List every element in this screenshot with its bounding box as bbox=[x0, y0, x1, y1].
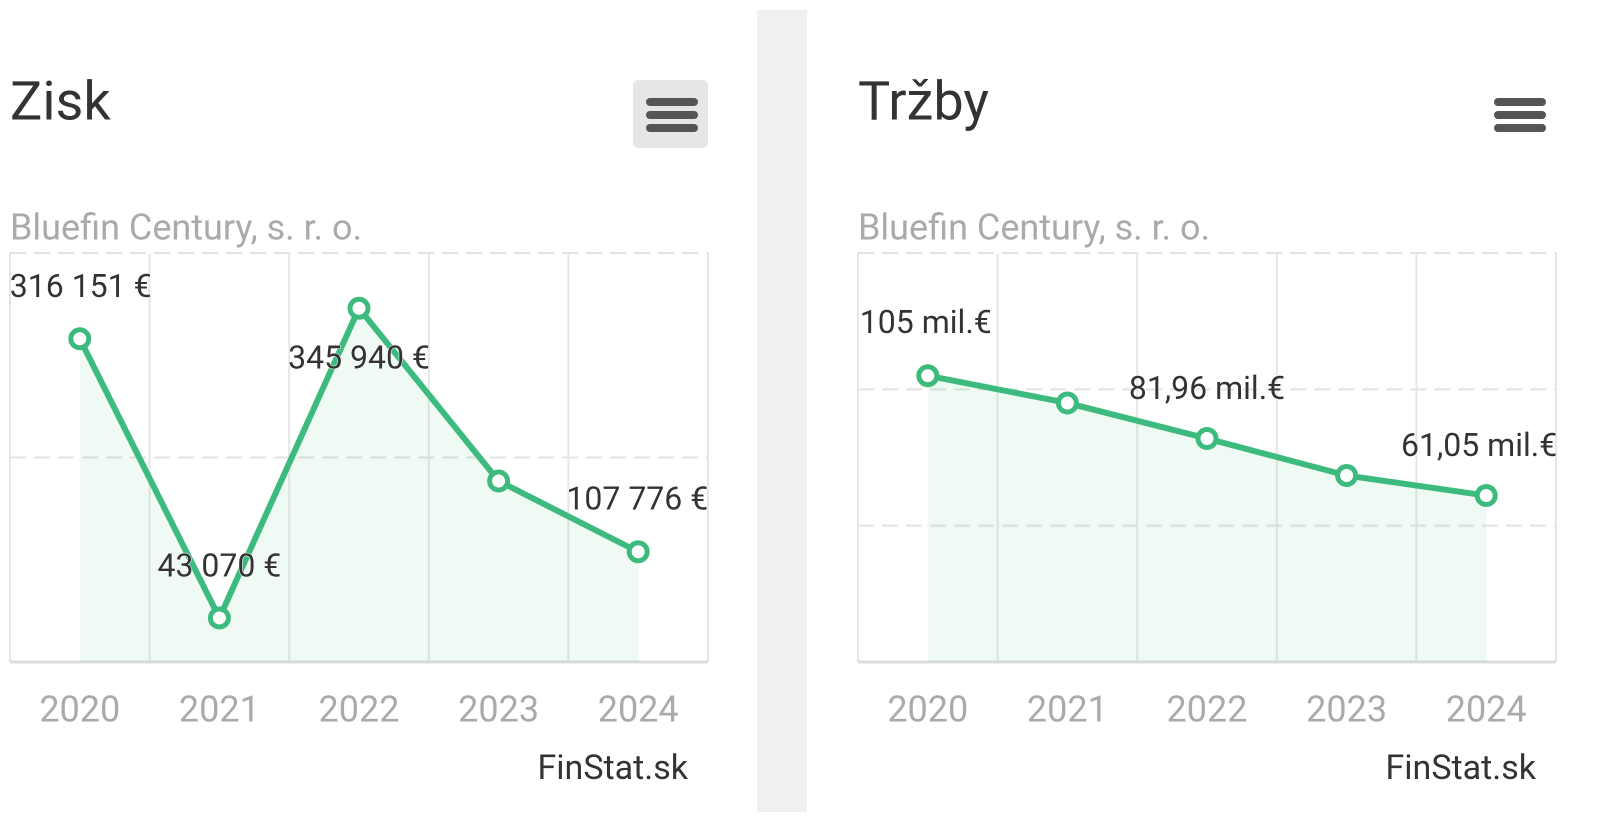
point bbox=[207, 606, 231, 630]
data-label: 107 776 € bbox=[566, 479, 708, 517]
x-tick-label: 2021 bbox=[179, 689, 260, 731]
chart-title: Tržby bbox=[858, 70, 989, 133]
credit: FinStat.sk bbox=[1385, 748, 1536, 788]
data-label: 345 940 € bbox=[288, 339, 430, 377]
point bbox=[1055, 391, 1079, 415]
x-tick-label: 2023 bbox=[458, 689, 539, 731]
menu-button[interactable] bbox=[633, 80, 708, 148]
x-tick-label: 2024 bbox=[598, 689, 679, 731]
data-label: 61,05 mil.€ bbox=[1401, 426, 1557, 464]
separator bbox=[757, 10, 807, 812]
x-tick-label: 2020 bbox=[39, 689, 120, 731]
chart-subtitle: Bluefin Century, s. r. o. bbox=[858, 207, 1210, 249]
data-label: 316 151 € bbox=[10, 267, 152, 305]
point bbox=[347, 296, 371, 320]
x-tick-label: 2023 bbox=[1306, 689, 1387, 731]
point bbox=[1474, 484, 1498, 508]
x-tick-label: 2022 bbox=[319, 689, 400, 731]
chart-title: Zisk bbox=[10, 70, 111, 133]
point bbox=[487, 469, 511, 493]
area bbox=[927, 375, 1487, 662]
menu-bar bbox=[1494, 124, 1546, 132]
menu-bar bbox=[646, 98, 698, 106]
x-tick-label: 2022 bbox=[1167, 689, 1248, 731]
x-tick-label: 2024 bbox=[1446, 689, 1527, 731]
area bbox=[79, 308, 639, 662]
point bbox=[626, 540, 650, 564]
x-tick-label: 2021 bbox=[1027, 689, 1108, 731]
credit: FinStat.sk bbox=[537, 748, 688, 788]
data-label: 43 070 € bbox=[158, 546, 282, 584]
point bbox=[1335, 463, 1359, 487]
menu-bar bbox=[1494, 111, 1546, 119]
menu-bar bbox=[1494, 98, 1546, 106]
point bbox=[68, 327, 92, 351]
menu-bar bbox=[646, 124, 698, 132]
menu-bar bbox=[646, 111, 698, 119]
data-label: 105 mil.€ bbox=[860, 303, 992, 341]
data-label: 81,96 mil.€ bbox=[1129, 369, 1285, 407]
point bbox=[1195, 427, 1219, 451]
menu-button[interactable] bbox=[1494, 98, 1546, 132]
x-tick-label: 2020 bbox=[887, 689, 968, 731]
chart-subtitle: Bluefin Century, s. r. o. bbox=[10, 207, 362, 249]
point bbox=[916, 364, 940, 388]
